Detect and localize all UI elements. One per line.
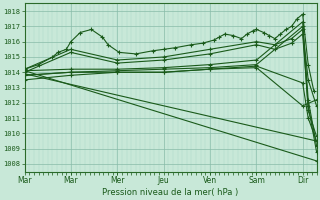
X-axis label: Pression niveau de la mer( hPa ): Pression niveau de la mer( hPa ) bbox=[102, 188, 239, 197]
